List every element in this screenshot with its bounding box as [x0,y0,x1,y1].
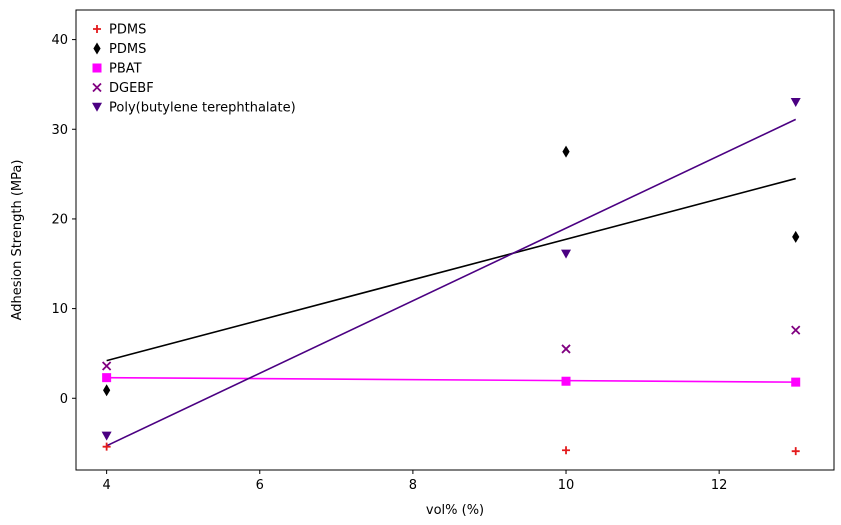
legend-marker-2 [92,63,102,73]
legend: PDMS PDMS PBAT DGEBF Poly(butylene terephtha… [92,23,296,116]
legend-marker-3 [92,82,102,93]
y-axis-title: Adhesion Strength (MPa) [10,160,25,321]
fit-line-series-2 [106,376,796,383]
data-point-series-3 [791,325,801,335]
legend-marker-0 [93,25,101,33]
data-points [101,98,801,456]
legend-entry-label: PBAT [109,62,142,77]
data-point-series-4 [561,249,572,259]
data-point-series-4 [790,98,801,108]
data-point-series-2 [561,376,571,386]
x-axis-ticks: 4 6 8 10 12 [102,470,727,493]
x-tick-label: 4 [102,478,110,493]
x-tick-label: 8 [409,478,417,493]
y-tick-label: 10 [51,302,68,317]
y-tick-label: 0 [60,392,68,407]
data-point-series-4 [101,431,112,441]
data-point-series-0 [102,442,111,451]
legend-entry-label: PDMS [109,42,146,57]
legend-entry-label: DGEBF [109,81,154,96]
legend-entry-label: PDMS [109,23,146,38]
y-tick-label: 40 [51,33,68,48]
data-point-series-3 [101,361,112,371]
x-tick-label: 6 [256,478,264,493]
legend-entry-label: Poly(butylene terephthalate) [109,101,296,116]
x-tick-label: 12 [711,478,728,493]
data-point-series-2 [102,373,112,383]
plot-area-frame [75,9,835,471]
fit-line-series-4 [106,118,797,447]
data-point-series-3 [561,344,571,354]
fit-line-series-1 [106,177,796,362]
y-axis-ticks: 0 10 20 30 40 [51,33,76,407]
data-point-series-0 [791,447,800,456]
data-point-series-2 [791,377,801,387]
data-point-series-0 [562,446,571,455]
y-tick-label: 20 [51,212,68,227]
y-tick-label: 30 [51,123,68,138]
data-point-series-1 [562,145,570,158]
fit-lines [106,118,797,447]
x-tick-label: 10 [558,478,575,493]
data-point-series-1 [792,230,800,243]
data-point-series-1 [103,384,111,397]
legend-marker-1 [93,42,101,55]
legend-marker-4 [92,102,102,112]
x-axis-title: vol% (%) [426,503,484,518]
